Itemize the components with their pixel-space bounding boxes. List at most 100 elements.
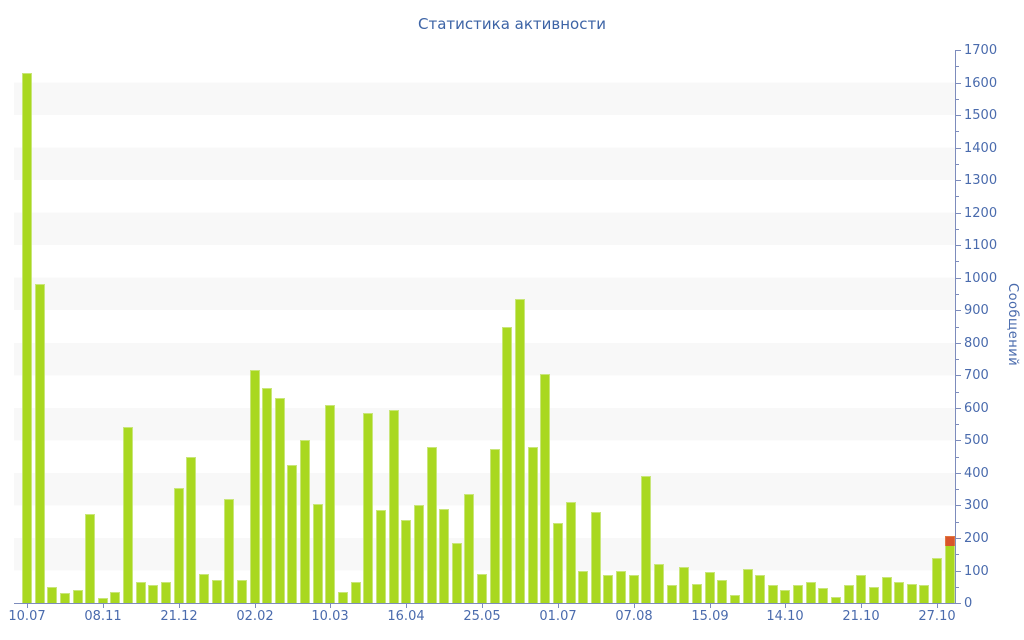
bar (59, 593, 70, 603)
y-major-tick (956, 375, 961, 377)
y-tick-label: 400 (964, 465, 989, 481)
y-tick-label: 0 (964, 596, 973, 611)
y-minor-tick (956, 131, 959, 133)
y-tick-label: 300 (964, 498, 989, 514)
bar (527, 446, 538, 603)
bar (704, 572, 715, 603)
bar (439, 508, 450, 603)
y-major-tick (956, 82, 961, 84)
bar (300, 440, 311, 603)
bar (401, 520, 412, 603)
y-tick-label: 1200 (964, 205, 998, 221)
y-minor-tick (956, 98, 959, 100)
y-minor-tick (956, 228, 959, 230)
bar (894, 581, 905, 603)
bar (868, 586, 879, 603)
y-major-tick (956, 277, 961, 279)
y-major-tick (956, 342, 961, 344)
x-tick (482, 604, 483, 608)
bar (325, 404, 336, 603)
bar (514, 298, 525, 603)
y-minor-tick (956, 489, 959, 491)
y-major-tick (956, 603, 961, 604)
y-tick-label: 1700 (964, 43, 998, 58)
x-tick-label: 08.11 (84, 609, 122, 624)
bar (489, 448, 500, 603)
bar (375, 510, 386, 603)
x-tick (861, 604, 862, 608)
x-tick (179, 604, 180, 608)
x-tick-label: 10.07 (8, 609, 46, 624)
y-minor-tick (956, 359, 959, 360)
bar (72, 590, 83, 603)
bar (742, 568, 753, 603)
x-tick (785, 604, 786, 608)
bar (616, 570, 627, 603)
bar (148, 585, 159, 603)
bar (932, 557, 943, 603)
y-minor-tick (956, 586, 959, 588)
bar (262, 388, 273, 603)
bar (691, 583, 702, 603)
bar (793, 585, 804, 603)
y-major-tick (956, 115, 961, 117)
x-tick (710, 604, 711, 608)
bar (350, 581, 361, 603)
y-tick-label: 1500 (964, 108, 998, 124)
bar (34, 284, 45, 603)
x-tick-label: 07.08 (615, 609, 653, 624)
bar (388, 409, 399, 603)
bar (236, 580, 247, 603)
bar (97, 598, 108, 603)
bar (628, 575, 639, 603)
y-tick-label: 200 (964, 530, 989, 546)
bar (123, 427, 134, 603)
bar-stacked-current (944, 536, 955, 603)
bar (919, 585, 930, 603)
bar (818, 588, 829, 603)
y-minor-tick (956, 196, 959, 198)
y-tick-label: 1000 (964, 270, 998, 286)
bar (654, 564, 665, 603)
bar (477, 573, 488, 603)
bar (565, 502, 576, 603)
bar (603, 575, 614, 603)
bar (426, 446, 437, 603)
x-tick-label: 27.10 (918, 609, 956, 624)
y-major-tick (956, 180, 961, 182)
x-tick-label: 21.12 (160, 609, 198, 624)
bar (717, 580, 728, 603)
bar (464, 494, 475, 603)
x-tick-label: 14.10 (766, 609, 804, 624)
bar (211, 580, 222, 603)
x-tick (634, 604, 635, 608)
y-minor-tick (956, 261, 959, 263)
y-minor-tick (956, 554, 959, 556)
y-major-tick (956, 440, 961, 442)
x-tick-label: 16.04 (387, 609, 425, 624)
x-tick (255, 604, 256, 608)
bar (85, 513, 96, 603)
y-minor-tick (956, 424, 959, 426)
y-major-tick (956, 570, 961, 572)
bar (249, 370, 260, 603)
y-major-tick (956, 50, 961, 51)
bar (590, 511, 601, 603)
y-tick-label: 800 (964, 335, 989, 351)
bar (540, 373, 551, 603)
y-major-tick (956, 505, 961, 507)
bar (173, 487, 184, 603)
y-tick-label: 900 (964, 303, 989, 319)
y-minor-tick (956, 66, 959, 68)
y-major-tick (956, 212, 961, 214)
bar (805, 581, 816, 603)
y-minor-tick (956, 456, 959, 458)
x-tick (406, 604, 407, 608)
x-tick-label: 21.10 (842, 609, 880, 624)
x-tick (103, 604, 104, 608)
x-tick-label: 15.09 (691, 609, 729, 624)
bar (198, 573, 209, 603)
y-minor-tick (956, 521, 959, 523)
x-tick (27, 604, 28, 608)
